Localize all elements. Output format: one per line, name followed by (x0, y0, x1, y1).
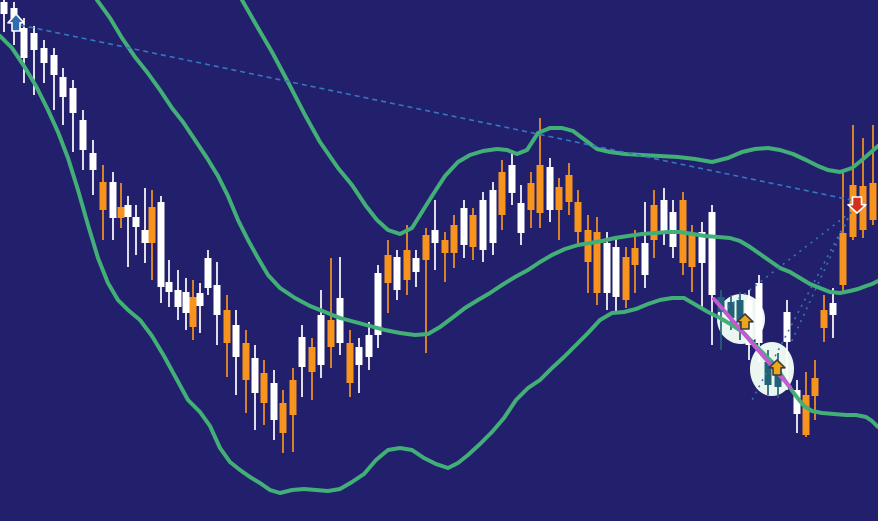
candle-bull (783, 300, 791, 390)
candle-bear (403, 225, 411, 295)
candle-bull (546, 158, 554, 222)
candle-bear (450, 215, 458, 268)
candle-bull (20, 18, 28, 83)
candle-bear (189, 280, 197, 340)
candle-bear (279, 390, 287, 453)
candle-bear (441, 232, 449, 282)
candle-bear (565, 163, 573, 215)
candle-bull (89, 140, 97, 195)
candle-bull (412, 250, 420, 287)
candle-bear (802, 372, 810, 437)
candle-bear (555, 178, 563, 240)
candle-bull (489, 182, 497, 255)
candle-bull (669, 200, 677, 258)
candle-bull (431, 200, 439, 270)
candle-bear (99, 165, 107, 240)
candle-bull (460, 200, 468, 258)
candle-bull (336, 257, 344, 355)
candle-bear (631, 230, 639, 293)
candle-bear (384, 240, 392, 313)
candle-bear (117, 183, 125, 228)
buy-signal-arrow-circle2-icon[interactable] (768, 359, 786, 376)
candle-bear (289, 368, 297, 452)
candle-bull (517, 185, 525, 245)
candle-bear (839, 172, 847, 292)
candle-bear (574, 190, 582, 245)
candle-bull (365, 322, 373, 370)
candle-bear (688, 225, 696, 292)
candle-bull (165, 260, 173, 307)
candle-bear (584, 215, 592, 293)
buy-signal-arrow-circle1-icon[interactable] (736, 313, 754, 330)
candle-bear (650, 190, 658, 258)
candle-bull (829, 288, 837, 338)
candle-bear (260, 360, 268, 425)
dashed-trendline[interactable] (19, 24, 852, 201)
candle-bull (50, 48, 58, 110)
candle-bear (223, 295, 231, 377)
candle-bull (182, 278, 190, 330)
candle-bull (270, 370, 278, 440)
candle-bull (59, 68, 67, 125)
candle-bull (0, 0, 8, 32)
candle-bull (298, 325, 306, 397)
candle-bull (317, 290, 325, 378)
candle-bull (174, 270, 182, 320)
band-upper (240, 0, 878, 236)
candle-bull (612, 237, 620, 312)
candle-bear (498, 160, 506, 230)
band-middle (95, 0, 878, 337)
candle-bear (346, 330, 354, 397)
candle-bull (508, 150, 516, 205)
dashed-ray[interactable] (750, 211, 852, 403)
candle-bull (232, 310, 240, 395)
candle-bear (242, 330, 250, 413)
candle-bull (69, 80, 77, 152)
candle-bull (708, 205, 716, 345)
candle-bull (124, 196, 132, 267)
candle-bull (213, 262, 221, 345)
candle-bear (869, 125, 877, 225)
sell-signal-arrow-right-icon[interactable] (847, 196, 867, 214)
candle-bull (251, 345, 259, 430)
candle-bull (204, 250, 212, 295)
candle-bull (793, 380, 801, 433)
candle-bear (536, 118, 544, 228)
candle-bull (393, 250, 401, 300)
candle-bear (308, 338, 316, 400)
candle-bull (132, 205, 140, 255)
candle-bull (109, 172, 117, 240)
candle-bull (40, 40, 48, 83)
candle-bull (603, 232, 611, 310)
candle-bear (820, 295, 828, 342)
candle-bull (479, 192, 487, 262)
candle-bull (79, 110, 87, 170)
candle-bear (469, 208, 477, 260)
dashed-ray[interactable] (715, 211, 852, 317)
candle-bear (622, 247, 630, 308)
candle-bear (527, 172, 535, 228)
candle-bear (593, 217, 601, 305)
candles-layer (0, 0, 877, 453)
candle-bull (157, 196, 165, 303)
buy-signal-arrow-left-icon[interactable] (7, 13, 25, 32)
candle-bull (641, 202, 649, 288)
candle-bear (148, 190, 156, 280)
candle-bull (141, 188, 149, 263)
candle-bull (196, 283, 204, 333)
candle-bull (660, 188, 668, 245)
candle-bear (849, 125, 857, 240)
candle-bull (355, 338, 363, 393)
candle-bull (374, 265, 382, 348)
